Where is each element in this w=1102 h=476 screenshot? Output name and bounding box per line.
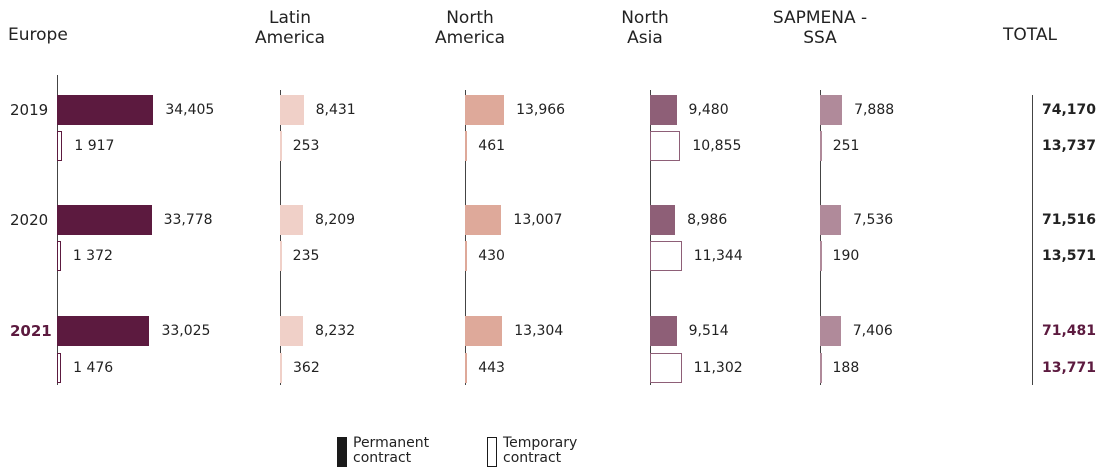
panel-title: Europe	[8, 25, 68, 45]
bar	[280, 205, 303, 235]
panel-title: Latin America	[254, 8, 326, 48]
bar	[280, 95, 304, 125]
bar	[820, 241, 822, 271]
value-label: 7,406	[852, 323, 893, 339]
panel-title: North America	[434, 8, 506, 48]
bar	[465, 205, 502, 235]
value-label: 235	[292, 248, 320, 264]
axis-line	[1032, 95, 1033, 385]
total-label: 13,737	[1041, 138, 1096, 154]
value-label: 251	[832, 138, 860, 154]
value-label: 1 372	[72, 248, 113, 264]
value-label: 7,536	[853, 212, 894, 228]
bar	[57, 241, 61, 271]
axis-line	[650, 90, 651, 385]
panel-title: SAPMENA - SSA	[772, 8, 868, 48]
axis-line	[280, 90, 281, 385]
value-label: 461	[478, 138, 506, 154]
value-label: 11,344	[693, 248, 743, 264]
value-label: 430	[478, 248, 505, 264]
value-label: 33,778	[163, 212, 213, 228]
bar	[280, 353, 282, 383]
total-label: 71,481	[1041, 323, 1096, 339]
value-label: 8,986	[687, 212, 728, 228]
bar	[57, 316, 150, 346]
bar	[650, 205, 676, 235]
total-label: 71,516	[1041, 212, 1096, 228]
bar	[820, 316, 841, 346]
value-label: 13,304	[514, 323, 564, 339]
value-label: 13,966	[516, 102, 566, 118]
value-label: 190	[832, 248, 860, 264]
year-label: 2020	[10, 211, 49, 229]
value-label: 1 917	[74, 138, 115, 154]
legend-swatch	[487, 437, 497, 467]
bar	[650, 241, 682, 271]
bar	[465, 95, 505, 125]
bar	[280, 131, 282, 161]
year-label: 2021	[10, 322, 52, 340]
bar	[820, 353, 822, 383]
bar	[820, 131, 822, 161]
value-label: 11,302	[693, 360, 743, 376]
axis-line	[465, 90, 466, 385]
bar	[465, 241, 467, 271]
bar	[57, 95, 154, 125]
value-label: 33,025	[161, 323, 211, 339]
value-label: 8,209	[314, 212, 356, 228]
value-label: 362	[293, 360, 320, 376]
bar	[820, 205, 842, 235]
bar	[650, 316, 677, 346]
panel-title: North Asia	[621, 8, 669, 48]
axis-line	[820, 90, 821, 385]
value-label: 188	[832, 360, 860, 376]
total-label: 13,571	[1041, 248, 1096, 264]
value-label: 8,431	[315, 102, 356, 118]
bar	[820, 95, 843, 125]
legend-swatch	[337, 437, 347, 467]
bar	[57, 131, 63, 161]
value-label: 9,514	[688, 323, 729, 339]
value-label: 443	[478, 360, 505, 376]
bar	[57, 353, 62, 383]
total-label: 13,771	[1041, 360, 1096, 376]
bar	[650, 95, 677, 125]
year-label: 2019	[10, 101, 49, 119]
bar	[280, 316, 304, 346]
value-label: 253	[292, 138, 320, 154]
value-label: 8,232	[315, 323, 356, 339]
bar	[280, 241, 282, 271]
value-label: 9,480	[688, 102, 729, 118]
legend-label: Temporary contract	[503, 435, 578, 466]
value-label: 10,855	[692, 138, 742, 154]
value-label: 7,888	[854, 102, 895, 118]
value-label: 13,007	[513, 212, 563, 228]
bar	[465, 316, 503, 346]
value-label: 1 476	[73, 360, 114, 376]
bar	[650, 353, 682, 383]
bar	[57, 205, 152, 235]
legend-label: Permanent contract	[353, 435, 430, 466]
value-label: 34,405	[165, 102, 215, 118]
bar	[465, 131, 467, 161]
bar	[465, 353, 467, 383]
total-label: 74,170	[1041, 102, 1096, 118]
bar	[650, 131, 681, 161]
panel-title: TOTAL	[1003, 25, 1057, 45]
